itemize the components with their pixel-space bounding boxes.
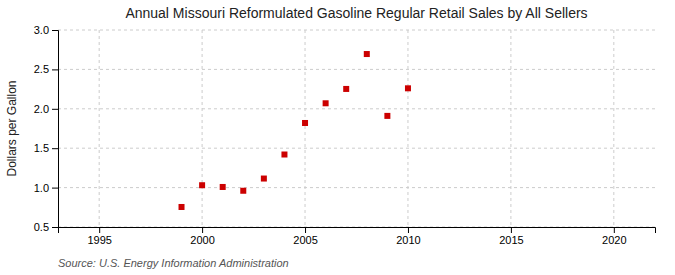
x-axis-tick-label: 2000	[190, 234, 214, 246]
point	[364, 51, 370, 57]
point	[384, 113, 390, 119]
x-axis-tick: 1995	[87, 227, 111, 246]
y-axis-tick: 2.0	[34, 103, 58, 115]
point	[281, 152, 287, 158]
y-axis-tick-label: 3.0	[34, 24, 49, 36]
grid-line	[407, 30, 408, 227]
y-axis: 0.5 1.0 1.5 2.0 2.5 3.0	[34, 24, 59, 233]
plot-area: 1995 2000 2005 2010 2015 2020 0.5 1.0 1.5 2.0 2.5 3…	[34, 24, 656, 246]
x-axis-tick: 2000	[190, 227, 214, 246]
x-axis-tick: 2015	[499, 227, 523, 246]
point	[405, 85, 411, 91]
point	[199, 182, 205, 188]
annotation: Source: U.S. Energy Information Administ…	[58, 257, 289, 269]
y-axis-title: Dollars per Gallon	[5, 80, 19, 176]
y-axis-tick: 0.5	[34, 221, 58, 233]
y-axis-tick-label: 2.0	[34, 103, 49, 115]
y-axis-tick-mark	[52, 148, 58, 149]
grid-line	[510, 30, 511, 227]
grid-line	[202, 30, 203, 227]
x-axis-line	[59, 228, 656, 234]
y-axis-tick-mark	[52, 188, 58, 189]
x-axis-tick-label: 1995	[87, 234, 111, 246]
grid-line	[58, 69, 655, 70]
grid-line	[305, 30, 306, 227]
x-axis-tick-mark	[511, 227, 512, 233]
x-axis-tick-label: 2010	[396, 234, 420, 246]
y-axis-tick-label: 1.5	[34, 142, 49, 154]
x-axis-tick-label: 2020	[602, 234, 626, 246]
grid-line	[58, 108, 655, 109]
x-axis-tick: 2010	[396, 227, 420, 246]
y-axis-tick-mark	[52, 30, 58, 31]
x-axis-tick: 2020	[602, 227, 626, 246]
x-axis-tick-mark	[202, 227, 203, 233]
grid-line	[58, 148, 655, 149]
y-axis-tick: 3.0	[34, 24, 58, 36]
x-axis-tick-mark	[614, 227, 615, 233]
y-axis-tick-label: 2.5	[34, 63, 49, 75]
point	[302, 120, 308, 126]
x-axis: 1995 2000 2005 2010 2015 2020	[59, 227, 656, 246]
y-axis-tick-mark	[52, 69, 58, 70]
y-axis-tick: 1.0	[34, 182, 58, 194]
y-axis-tick-mark	[52, 227, 58, 228]
grid-line	[99, 30, 100, 227]
y-axis-tick: 2.5	[34, 63, 58, 75]
x-axis-tick-mark	[305, 227, 306, 233]
x-axis-tick-mark	[99, 227, 100, 233]
y-axis-tick-label: 0.5	[34, 221, 49, 233]
title: Annual Missouri Reformulated Gasoline Re…	[125, 5, 587, 21]
chart: 1995 2000 2005 2010 2015 2020 0.5 1.0 1.5 2.0 2.5 3…	[0, 0, 675, 275]
grid-line	[58, 30, 655, 31]
y-axis-tick: 1.5	[34, 142, 58, 154]
x-axis-tick-mark	[408, 227, 409, 233]
point	[261, 176, 267, 182]
grid-line	[58, 187, 655, 188]
points	[179, 51, 411, 210]
grid-line	[613, 30, 614, 227]
x-axis-tick: 2005	[293, 227, 317, 246]
x-axis-tick-label: 2005	[293, 234, 317, 246]
point	[179, 204, 185, 210]
point	[240, 188, 246, 194]
point	[220, 184, 226, 190]
point	[323, 100, 329, 106]
y-axis-tick-label: 1.0	[34, 182, 49, 194]
point	[343, 86, 349, 92]
y-axis-tick-mark	[52, 109, 58, 110]
y-axis-line	[52, 31, 59, 228]
x-axis-tick-label: 2015	[499, 234, 523, 246]
grid	[58, 30, 655, 227]
